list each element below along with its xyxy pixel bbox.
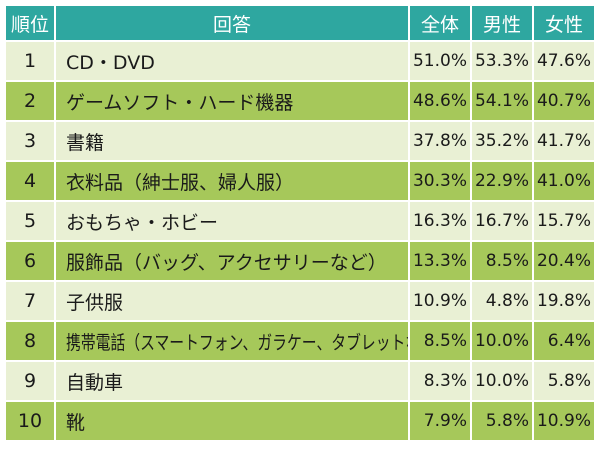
table-row: 10 靴 7.9% 5.8% 10.9%	[4, 400, 596, 442]
rank-cell: 5	[4, 200, 56, 242]
female-cell: 41.7%	[532, 120, 596, 162]
header-overall: 全体	[408, 4, 472, 42]
female-cell: 10.9%	[532, 400, 596, 442]
male-cell: 35.2%	[470, 120, 534, 162]
table-header: 順位 回答 全体 男性 女性	[4, 4, 596, 42]
rank-cell: 6	[4, 240, 56, 282]
answer-cell: 服飾品（バッグ、アクセサリーなど）	[54, 240, 410, 282]
female-cell: 20.4%	[532, 240, 596, 282]
female-cell: 5.8%	[532, 360, 596, 402]
answer-cell: ゲームソフト・ハード機器	[54, 80, 410, 122]
female-cell: 40.7%	[532, 80, 596, 122]
header-male: 男性	[470, 4, 534, 42]
table-row: 7 子供服 10.9% 4.8% 19.8%	[4, 280, 596, 322]
table-row: 6 服飾品（バッグ、アクセサリーなど） 13.3% 8.5% 20.4%	[4, 240, 596, 282]
female-cell: 19.8%	[532, 280, 596, 322]
female-cell: 41.0%	[532, 160, 596, 202]
answer-cell: 子供服	[54, 280, 410, 322]
male-cell: 10.0%	[470, 360, 534, 402]
overall-cell: 13.3%	[408, 240, 472, 282]
overall-cell: 8.3%	[408, 360, 472, 402]
male-cell: 22.9%	[470, 160, 534, 202]
table-row: 8 携帯電話（スマートフォン、ガラケー、タブレットなど） 8.5% 10.0% …	[4, 320, 596, 362]
header-female: 女性	[532, 4, 596, 42]
rank-cell: 3	[4, 120, 56, 162]
answer-cell: CD・DVD	[54, 40, 410, 82]
rank-cell: 2	[4, 80, 56, 122]
male-cell: 10.0%	[470, 320, 534, 362]
table-row: 2 ゲームソフト・ハード機器 48.6% 54.1% 40.7%	[4, 80, 596, 122]
rank-cell: 8	[4, 320, 56, 362]
header-rank: 順位	[4, 4, 56, 42]
answer-cell: 書籍	[54, 120, 410, 162]
overall-cell: 30.3%	[408, 160, 472, 202]
female-cell: 6.4%	[532, 320, 596, 362]
header-answer: 回答	[54, 4, 410, 42]
overall-cell: 51.0%	[408, 40, 472, 82]
male-cell: 8.5%	[470, 240, 534, 282]
overall-cell: 10.9%	[408, 280, 472, 322]
answer-text: 携帯電話（スマートフォン、ガラケー、タブレットなど）	[66, 331, 407, 354]
table-row: 4 衣料品（紳士服、婦人服） 30.3% 22.9% 41.0%	[4, 160, 596, 202]
answer-cell: 靴	[54, 400, 410, 442]
ranking-table: 順位 回答 全体 男性 女性 1 CD・DVD 51.0% 53.3% 47.6…	[4, 4, 596, 442]
table-row: 9 自動車 8.3% 10.0% 5.8%	[4, 360, 596, 402]
answer-cell: おもちゃ・ホビー	[54, 200, 410, 242]
male-cell: 54.1%	[470, 80, 534, 122]
table-row: 5 おもちゃ・ホビー 16.3% 16.7% 15.7%	[4, 200, 596, 242]
male-cell: 16.7%	[470, 200, 534, 242]
female-cell: 15.7%	[532, 200, 596, 242]
overall-cell: 16.3%	[408, 200, 472, 242]
overall-cell: 8.5%	[408, 320, 472, 362]
male-cell: 53.3%	[470, 40, 534, 82]
overall-cell: 48.6%	[408, 80, 472, 122]
female-cell: 47.6%	[532, 40, 596, 82]
answer-cell: 携帯電話（スマートフォン、ガラケー、タブレットなど）	[54, 320, 410, 362]
male-cell: 5.8%	[470, 400, 534, 442]
answer-cell: 自動車	[54, 360, 410, 402]
header-row: 順位 回答 全体 男性 女性	[4, 4, 596, 42]
male-cell: 4.8%	[470, 280, 534, 322]
table-row: 3 書籍 37.8% 35.2% 41.7%	[4, 120, 596, 162]
table-body: 1 CD・DVD 51.0% 53.3% 47.6% 2 ゲームソフト・ハード機…	[4, 40, 596, 442]
overall-cell: 7.9%	[408, 400, 472, 442]
rank-cell: 4	[4, 160, 56, 202]
rank-cell: 9	[4, 360, 56, 402]
rank-cell: 10	[4, 400, 56, 442]
table-row: 1 CD・DVD 51.0% 53.3% 47.6%	[4, 40, 596, 82]
answer-cell: 衣料品（紳士服、婦人服）	[54, 160, 410, 202]
rank-cell: 7	[4, 280, 56, 322]
rank-cell: 1	[4, 40, 56, 82]
overall-cell: 37.8%	[408, 120, 472, 162]
